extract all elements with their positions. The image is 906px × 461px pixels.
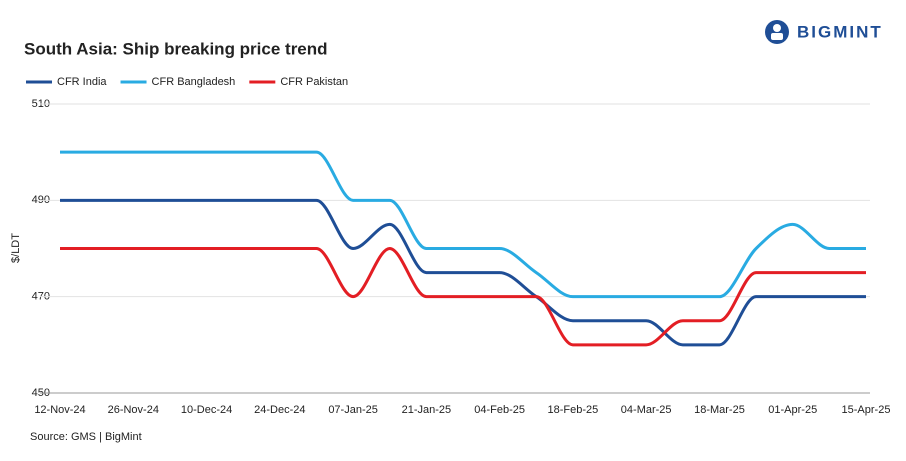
x-tick-label: 18-Feb-25 (548, 404, 599, 416)
x-tick-label: 01-Apr-25 (768, 404, 817, 416)
x-tick-label: 07-Jan-25 (328, 404, 378, 416)
legend-label: CFR Pakistan (280, 76, 348, 88)
x-tick-label: 21-Jan-25 (402, 404, 452, 416)
legend-label: CFR Bangladesh (152, 76, 236, 88)
x-tick-label: 10-Dec-24 (181, 404, 232, 416)
y-axis-label: $/LDT (10, 233, 22, 263)
x-tick-label: 15-Apr-25 (842, 404, 891, 416)
series-line (60, 247, 866, 347)
x-tick-label: 24-Dec-24 (254, 404, 305, 416)
x-tick-label: 18-Mar-25 (694, 404, 745, 416)
x-tick-label: 04-Mar-25 (621, 404, 672, 416)
logo-icon (765, 20, 789, 44)
series-line (60, 198, 866, 347)
x-tick-label: 12-Nov-24 (34, 404, 85, 416)
logo-text: BIGMINT (797, 22, 883, 41)
series-line (60, 150, 867, 299)
chart-title: South Asia: Ship breaking price trend (24, 39, 328, 58)
source: Source: GMS | BigMint (30, 431, 142, 443)
legend-label: CFR India (57, 76, 107, 88)
x-tick-label: 04-Feb-25 (474, 404, 525, 416)
x-tick-label: 26-Nov-24 (108, 404, 159, 416)
